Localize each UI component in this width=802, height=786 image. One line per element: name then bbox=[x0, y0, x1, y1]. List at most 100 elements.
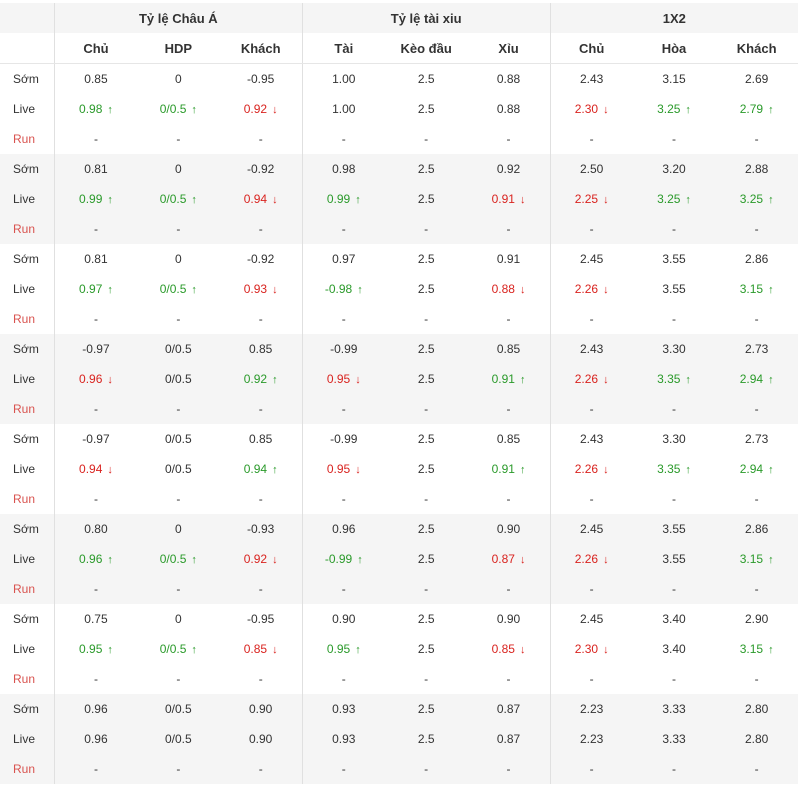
arrow-down-icon: ↓ bbox=[603, 644, 609, 656]
odds-cell: 0.92 ↑ bbox=[219, 364, 303, 394]
odds-cell: 2.86 bbox=[715, 244, 798, 274]
odds-cell: - bbox=[301, 664, 385, 694]
row-label-run[interactable]: Run bbox=[0, 574, 55, 604]
odds-value: 2.43 bbox=[579, 72, 604, 86]
group-header-asian: Tỷ lệ Châu Á bbox=[53, 3, 303, 33]
row-label-live: Live bbox=[0, 544, 55, 574]
odds-cell: 3.35 ↑ bbox=[632, 454, 716, 484]
odds-cell: 0.94 ↓ bbox=[219, 184, 303, 214]
odds-cell: - bbox=[715, 754, 798, 784]
row-label-run[interactable]: Run bbox=[0, 484, 55, 514]
empty-value: - bbox=[754, 582, 759, 596]
odds-cell: 0/0.5 bbox=[137, 334, 220, 364]
odds-value: 0/0.5 bbox=[159, 102, 187, 116]
odds-cell: 0.98 bbox=[301, 154, 385, 184]
odds-cell: 0.85 bbox=[219, 334, 303, 364]
row-label-live: Live bbox=[0, 184, 55, 214]
row-label-run[interactable]: Run bbox=[0, 124, 55, 154]
odds-value: 2.5 bbox=[417, 282, 435, 296]
arrow-up-icon: ↑ bbox=[519, 464, 526, 476]
odds-cell: 0.85 ↓ bbox=[467, 634, 551, 664]
odds-cell: 3.55 bbox=[632, 544, 716, 574]
odds-value: 3.25 bbox=[657, 192, 681, 206]
odds-cell: - bbox=[137, 214, 220, 244]
empty-value: - bbox=[506, 222, 511, 236]
table-row-live: Live 0.96 ↑ 0/0.5 ↑ 0.92 ↓ -0.99 ↑ 2.5 0.87 ↓ 2.26 ↓ 3… bbox=[0, 544, 798, 574]
empty-value: - bbox=[176, 582, 181, 596]
odds-cell: - bbox=[715, 664, 798, 694]
empty-value: - bbox=[589, 582, 594, 596]
arrow-up-icon: ↑ bbox=[768, 374, 774, 386]
odds-cell: - bbox=[632, 574, 716, 604]
odds-cell: 0.90 bbox=[301, 604, 385, 634]
odds-value: 3.55 bbox=[662, 522, 686, 536]
odds-value: 2.94 bbox=[739, 372, 764, 386]
odds-value: 2.23 bbox=[579, 702, 604, 716]
odds-cell: 0.91 ↓ bbox=[467, 184, 551, 214]
odds-cell: 0.95 ↑ bbox=[53, 634, 138, 664]
odds-cell: 3.35 ↑ bbox=[632, 364, 716, 394]
empty-value: - bbox=[671, 492, 676, 506]
odds-value: 2.5 bbox=[417, 612, 435, 626]
arrow-up-icon: ↑ bbox=[685, 104, 691, 116]
row-label-run[interactable]: Run bbox=[0, 664, 55, 694]
odds-value: 0.90 bbox=[249, 732, 273, 746]
odds-cell: -0.98 ↑ bbox=[301, 274, 385, 304]
odds-cell: 2.23 bbox=[549, 724, 633, 754]
odds-cell: 3.15 bbox=[632, 63, 716, 94]
odds-cell: 2.43 bbox=[549, 424, 633, 454]
odds-value: 0/0.5 bbox=[164, 732, 192, 746]
empty-value: - bbox=[589, 402, 594, 416]
odds-cell: 2.26 ↓ bbox=[549, 274, 633, 304]
row-label-run[interactable]: Run bbox=[0, 754, 55, 784]
odds-cell: - bbox=[715, 304, 798, 334]
odds-cell: 0.85 bbox=[467, 334, 551, 364]
odds-value: 1.00 bbox=[332, 72, 356, 86]
odds-value: 0.95 bbox=[326, 372, 351, 386]
odds-cell: - bbox=[384, 304, 468, 334]
odds-cell: 0.96 ↑ bbox=[53, 544, 138, 574]
odds-cell: - bbox=[301, 304, 385, 334]
odds-cell: 2.23 bbox=[549, 694, 633, 724]
odds-cell: 2.90 bbox=[715, 604, 798, 634]
odds-cell: 2.45 bbox=[549, 604, 633, 634]
odds-cell: 2.5 bbox=[384, 63, 468, 94]
odds-value: 2.5 bbox=[417, 522, 435, 536]
empty-value: - bbox=[258, 222, 263, 236]
row-label-run[interactable]: Run bbox=[0, 304, 55, 334]
col-header-1x2-away: Khách bbox=[715, 33, 798, 64]
row-label-run[interactable]: Run bbox=[0, 214, 55, 244]
odds-cell: 2.26 ↓ bbox=[549, 364, 633, 394]
empty-value: - bbox=[93, 762, 98, 776]
odds-value: 0.75 bbox=[84, 612, 108, 626]
empty-value: - bbox=[258, 132, 263, 146]
empty-value: - bbox=[341, 402, 346, 416]
odds-value: -0.95 bbox=[247, 612, 275, 626]
odds-cell: 0.99 ↑ bbox=[53, 184, 138, 214]
odds-value: 0/0.5 bbox=[159, 282, 187, 296]
empty-value: - bbox=[506, 312, 511, 326]
odds-cell: 0.96 ↓ bbox=[53, 364, 138, 394]
odds-cell: 0.81 bbox=[53, 244, 138, 274]
col-header-handicap: HDP bbox=[137, 33, 220, 64]
odds-cell: - bbox=[715, 574, 798, 604]
odds-cell: 0.92 ↓ bbox=[219, 94, 303, 124]
odds-value: 0.92 bbox=[243, 552, 268, 566]
odds-value: 0.92 bbox=[496, 162, 521, 176]
empty-value: - bbox=[176, 762, 181, 776]
odds-value: 2.23 bbox=[579, 732, 604, 746]
odds-value: 0.93 bbox=[243, 282, 268, 296]
odds-value: -0.92 bbox=[247, 252, 275, 266]
odds-cell: 1.00 bbox=[301, 94, 385, 124]
odds-cell: 3.33 bbox=[632, 694, 716, 724]
empty-value: - bbox=[176, 402, 181, 416]
odds-value: 0.93 bbox=[332, 732, 356, 746]
table-row-live: Live 0.96 ↓ 0/0.5 0.92 ↑ 0.95 ↓ 2.5 0.91 ↑ 2.26 ↓ 3.3… bbox=[0, 364, 798, 394]
odds-cell: - bbox=[549, 124, 633, 154]
row-label-run[interactable]: Run bbox=[0, 394, 55, 424]
empty-value: - bbox=[341, 582, 346, 596]
odds-cell: - bbox=[632, 754, 716, 784]
odds-value: 0.96 bbox=[79, 372, 103, 386]
odds-cell: - bbox=[53, 304, 138, 334]
odds-cell: 2.5 bbox=[384, 154, 468, 184]
